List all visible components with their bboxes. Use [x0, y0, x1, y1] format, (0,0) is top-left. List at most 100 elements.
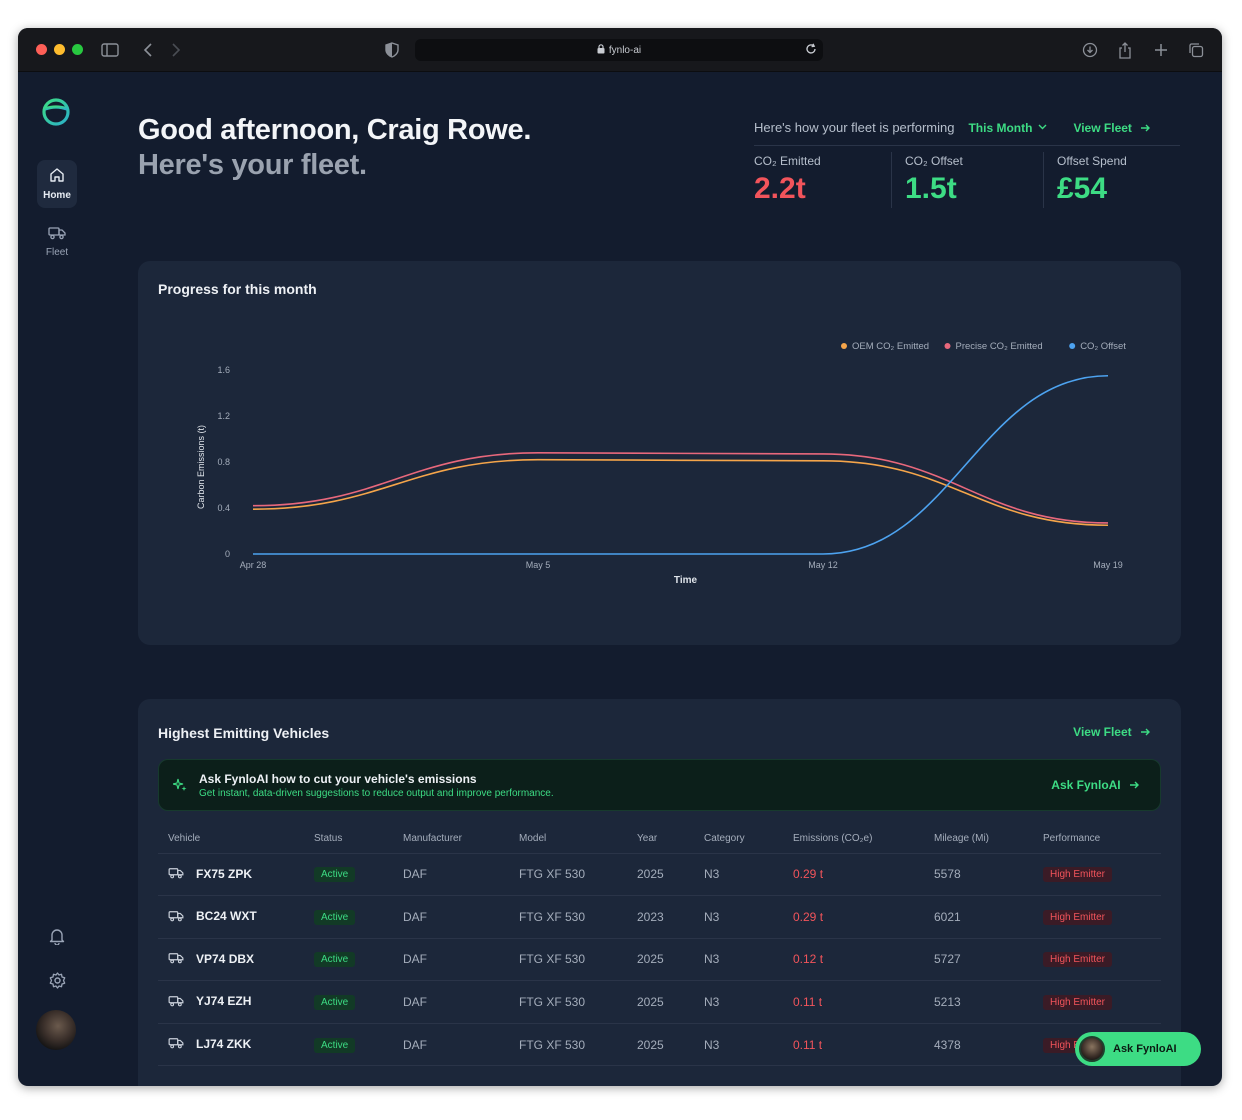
status-cell: Active: [304, 853, 393, 897]
year-cell: 2025: [627, 980, 694, 1024]
performance-badge: High Emitter: [1043, 909, 1113, 925]
vehicle-cell[interactable]: BC24 WXT: [158, 895, 304, 939]
browser-toolbar: fynlo-ai: [18, 28, 1222, 72]
maximize-window-button[interactable]: [72, 44, 83, 55]
series-line-3: [252, 374, 1109, 555]
url-text: fynlo-ai: [608, 44, 642, 56]
vehicle-cell[interactable]: YJ74 EZH: [158, 980, 304, 1024]
x-tick-label: May 12: [808, 560, 838, 570]
performance-badge: High Emitter: [1043, 952, 1113, 968]
legend-marker: [1069, 343, 1076, 349]
status-badge: Active: [314, 1037, 356, 1053]
status-cell: Active: [304, 895, 393, 939]
fynlo-logo-icon[interactable]: [40, 96, 72, 133]
vehicle-cell[interactable]: FX75 ZPK: [158, 853, 304, 897]
minimize-window-button[interactable]: [54, 44, 65, 55]
forward-icon[interactable]: [166, 40, 186, 60]
column-header[interactable]: Year: [627, 825, 694, 854]
truck-icon: [48, 226, 66, 243]
privacy-shield-icon[interactable]: [382, 40, 402, 60]
performance-header: Here's how your fleet is performing This…: [754, 118, 1180, 146]
stat-label: CO₂ Emitted: [754, 154, 821, 168]
period-dropdown[interactable]: This Month: [968, 120, 1033, 135]
view-fleet-link[interactable]: View Fleet: [1073, 725, 1151, 739]
series-line-2: [252, 451, 1109, 524]
manufacturer-cell: DAF: [393, 938, 509, 982]
y-axis-label: Carbon Emissions (t): [196, 425, 206, 509]
performance-cell: High Emitter: [1033, 980, 1161, 1024]
ask-ai-title: Ask FynloAI how to cut your vehicle's em…: [199, 772, 477, 786]
ask-ai-button[interactable]: Ask FynloAI: [1051, 778, 1140, 792]
category-cell: N3: [694, 853, 783, 897]
reload-icon[interactable]: [805, 43, 817, 58]
y-tick-label: 0.8: [217, 457, 230, 467]
model-cell: FTG XF 530: [509, 895, 627, 939]
fab-label: Ask FynloAI: [1113, 1043, 1177, 1055]
stat-value: 2.2t: [754, 172, 806, 205]
vehicle-cell[interactable]: LJ74 ZKK: [158, 1023, 304, 1067]
bell-icon[interactable]: [47, 926, 67, 946]
series-line-1: [252, 458, 1109, 527]
sidebar-toggle-icon[interactable]: [100, 40, 120, 60]
year-cell: 2025: [627, 1023, 694, 1067]
arrow-right-icon: [1141, 124, 1151, 131]
address-bar[interactable]: fynlo-ai: [415, 39, 823, 61]
performance-badge: High Emitter: [1043, 867, 1113, 883]
download-icon[interactable]: [1080, 40, 1100, 60]
close-window-button[interactable]: [36, 44, 47, 55]
mileage-cell: 6021: [924, 895, 1033, 939]
table-header-row: Vehicle Status Manufacturer Model Year C…: [158, 825, 1161, 854]
vehicles-card: Highest Emitting Vehicles View Fleet Ask…: [138, 699, 1181, 1086]
emissions-cell: 0.29 t: [783, 853, 924, 897]
performance-badge: High Emitter: [1043, 995, 1113, 1011]
column-header[interactable]: Performance: [1033, 825, 1161, 854]
emissions-cell: 0.12 t: [783, 938, 924, 982]
y-tick-label: 0: [225, 549, 230, 559]
gear-icon[interactable]: [47, 970, 67, 990]
stat-label: Offset Spend: [1057, 154, 1127, 168]
stat-value: £54: [1057, 172, 1108, 205]
column-header[interactable]: Emissions (CO₂e): [783, 825, 924, 854]
new-tab-icon[interactable]: [1151, 40, 1171, 60]
manufacturer-cell: DAF: [393, 853, 509, 897]
status-cell: Active: [304, 938, 393, 982]
progress-card: Progress for this month 0 0.4 0.8 1.2 1.6 Apr…: [138, 261, 1181, 645]
truck-icon: [168, 867, 184, 882]
avatar[interactable]: [36, 1010, 76, 1050]
manufacturer-cell: DAF: [393, 1023, 509, 1067]
sidebar-item-home[interactable]: Home: [37, 160, 77, 208]
column-header[interactable]: Status: [304, 825, 393, 854]
model-cell: FTG XF 530: [509, 980, 627, 1024]
performance-heading: Here's how your fleet is performing: [754, 120, 955, 135]
vehicle-cell[interactable]: VP74 DBX: [158, 938, 304, 982]
category-cell: N3: [694, 895, 783, 939]
greeting-title: Good afternoon, Craig Rowe.: [138, 114, 532, 146]
tab-overview-icon[interactable]: [1186, 40, 1206, 60]
back-icon[interactable]: [138, 40, 158, 60]
divider: [891, 152, 892, 208]
model-cell: FTG XF 530: [509, 853, 627, 897]
y-tick-label: 1.2: [217, 411, 230, 421]
column-header[interactable]: Vehicle: [158, 825, 304, 854]
sidebar-item-fleet[interactable]: Fleet: [37, 218, 77, 266]
stat-label: CO₂ Offset: [905, 154, 963, 168]
status-badge: Active: [314, 909, 356, 925]
column-header[interactable]: Model: [509, 825, 627, 854]
mileage-cell: 5213: [924, 980, 1033, 1024]
ask-fynloai-fab[interactable]: Ask FynloAI: [1075, 1032, 1201, 1066]
arrow-right-icon: [1130, 781, 1139, 789]
column-header[interactable]: Manufacturer: [393, 825, 509, 854]
column-header[interactable]: Mileage (Mi): [924, 825, 1033, 854]
column-header[interactable]: Category: [694, 825, 783, 854]
share-icon[interactable]: [1115, 40, 1135, 60]
chevron-down-icon[interactable]: [1038, 122, 1047, 133]
sidebar: Home Fleet: [18, 72, 96, 1086]
stat-value: 1.5t: [905, 172, 957, 205]
view-fleet-link[interactable]: View Fleet: [1073, 121, 1151, 135]
y-tick-label: 1.6: [217, 365, 230, 375]
